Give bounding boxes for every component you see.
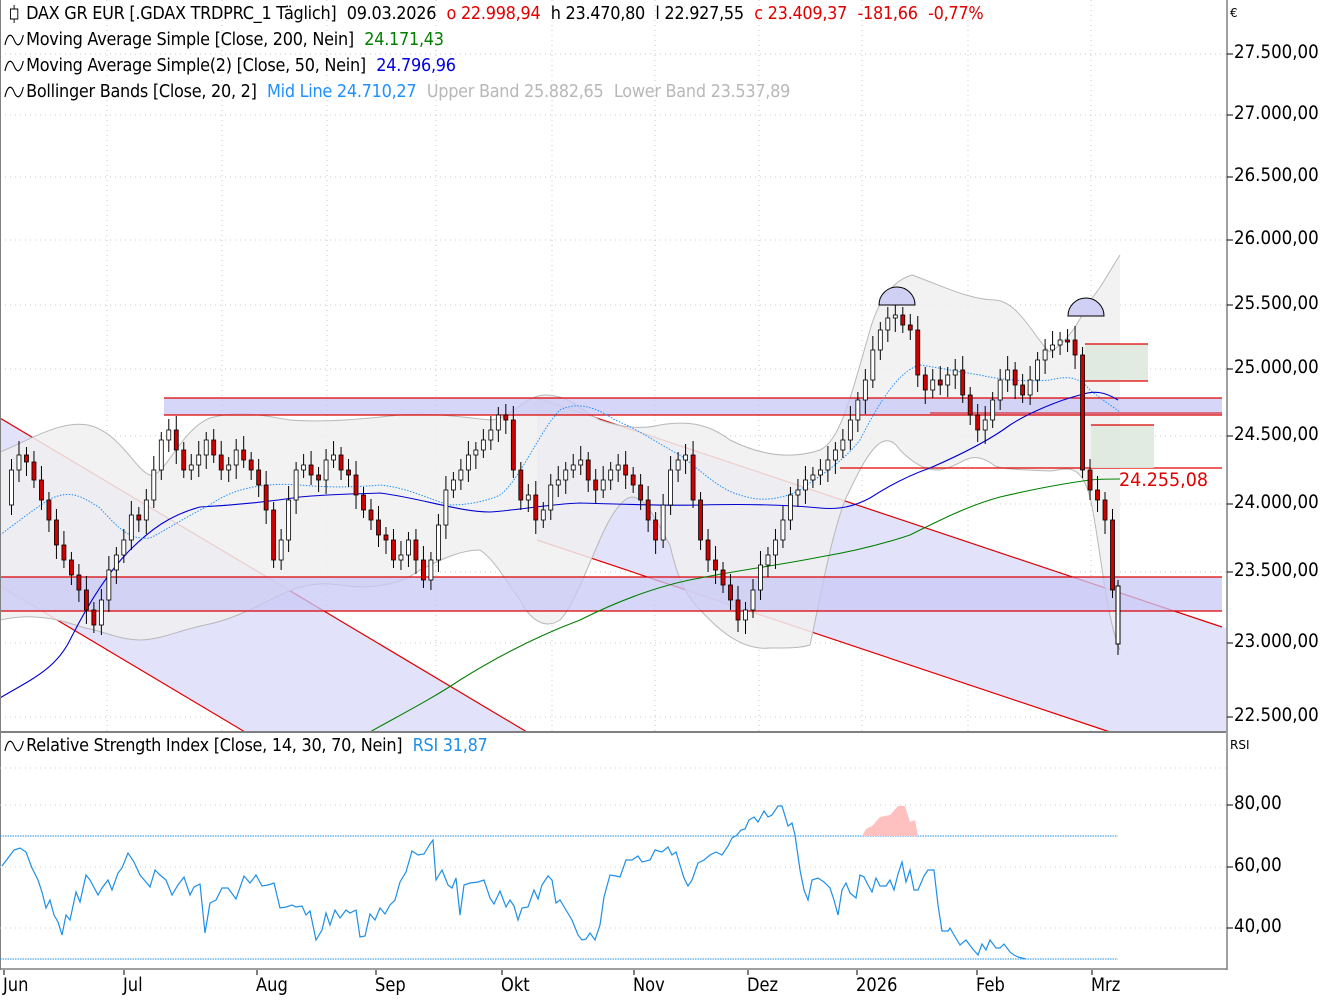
rsi-grid xyxy=(0,767,1226,929)
price-tick: 24.500,00 xyxy=(1234,424,1319,445)
wave-icon xyxy=(4,60,24,72)
open-value: o 22.998,94 xyxy=(446,4,541,24)
price-tick: 27.500,00 xyxy=(1234,42,1319,63)
rsi-value: RSI 31,87 xyxy=(412,736,488,756)
wave-icon xyxy=(4,86,24,98)
rsi-line xyxy=(1,805,1027,960)
rsi-tick: 80,00 xyxy=(1234,793,1282,814)
price-tick: 23.500,00 xyxy=(1234,560,1319,581)
month-label: Sep xyxy=(375,975,406,996)
double-top-arc-2 xyxy=(1067,297,1105,317)
bollinger-legend[interactable]: Bollinger Bands [Close, 20, 2] Mid Line … xyxy=(4,82,796,102)
price-unit-label: € xyxy=(1230,6,1238,20)
month-label: Mrz xyxy=(1091,975,1121,996)
rsi-legend[interactable]: Relative Strength Index [Close, 14, 30, … xyxy=(4,736,493,756)
change-value: -181,66 xyxy=(857,4,918,24)
month-label: Jul xyxy=(123,975,143,996)
month-label: Dez xyxy=(747,975,779,996)
last-bar-body xyxy=(1115,585,1121,645)
channel-right-lower xyxy=(536,539,1111,733)
sma50-legend[interactable]: Moving Average Simple(2) [Close, 50, Nei… xyxy=(4,56,461,76)
price-tick: 26.500,00 xyxy=(1234,165,1319,186)
gap-box-lower xyxy=(1091,425,1154,468)
price-tick: 26.000,00 xyxy=(1234,228,1319,249)
sma50-label: Moving Average Simple(2) [Close, 50, Nei… xyxy=(26,56,366,76)
price-candles xyxy=(9,301,1115,635)
bar-date: 09.03.2026 xyxy=(346,4,437,24)
sma200-label: Moving Average Simple [Close, 200, Nein] xyxy=(26,30,354,50)
bollinger-upper-value: Upper Band 25.882,65 xyxy=(426,82,604,102)
price-tick: 27.000,00 xyxy=(1234,103,1319,124)
price-legend[interactable]: DAX GR EUR [.GDAX TRDPRC_1 Täglich] 09.0… xyxy=(4,4,989,24)
gap-box-upper xyxy=(1085,344,1148,381)
month-label: Aug xyxy=(256,975,288,996)
high-value: h 23.470,80 xyxy=(550,4,646,24)
candlestick-icon xyxy=(9,5,19,23)
wave-icon xyxy=(4,740,24,752)
price-tick: 25.000,00 xyxy=(1234,357,1319,378)
price-axis-ticks xyxy=(1227,53,1233,929)
month-label: Okt xyxy=(501,975,530,996)
sma200-line xyxy=(369,478,1121,733)
close-value: c 23.409,37 xyxy=(754,4,848,24)
support-level-label: 24.255,08 xyxy=(1119,469,1208,491)
month-label: Jun xyxy=(3,975,29,996)
rsi-label: Relative Strength Index [Close, 14, 30, … xyxy=(26,736,403,756)
rsi-tick: 40,00 xyxy=(1234,916,1282,937)
price-tick: 23.000,00 xyxy=(1234,631,1319,652)
wave-icon xyxy=(4,34,24,46)
sma50-value: 24.796,96 xyxy=(376,56,456,76)
bollinger-lower-value: Lower Band 23.537,89 xyxy=(613,82,791,102)
sma200-value: 24.171,43 xyxy=(364,30,444,50)
resistance-zone-upper xyxy=(164,398,1222,415)
price-tick: 25.500,00 xyxy=(1234,293,1319,314)
rsi-unit-label: RSI xyxy=(1230,738,1250,752)
rsi-tick: 60,00 xyxy=(1234,855,1282,876)
price-tick: 22.500,00 xyxy=(1234,705,1319,726)
price-tick: 24.000,00 xyxy=(1234,492,1319,513)
month-label: 2026 xyxy=(856,975,898,996)
sma200-legend[interactable]: Moving Average Simple [Close, 200, Nein]… xyxy=(4,30,449,50)
low-value: l 22.927,55 xyxy=(655,4,744,24)
bollinger-label: Bollinger Bands [Close, 20, 2] xyxy=(26,82,257,102)
bollinger-mid-value: Mid Line 24.710,27 xyxy=(267,82,417,102)
change-pct-value: -0,77% xyxy=(928,4,984,24)
bollinger-upper-line xyxy=(0,254,1121,476)
symbol-label: DAX GR EUR [.GDAX TRDPRC_1 Täglich] xyxy=(26,4,337,24)
double-top-arc-1 xyxy=(878,286,916,306)
month-label: Nov xyxy=(633,975,665,996)
time-axis-ticks xyxy=(3,970,1093,975)
sma50-line xyxy=(0,391,1119,699)
month-label: Feb xyxy=(976,975,1005,996)
rsi-overbought-fill xyxy=(862,806,918,836)
